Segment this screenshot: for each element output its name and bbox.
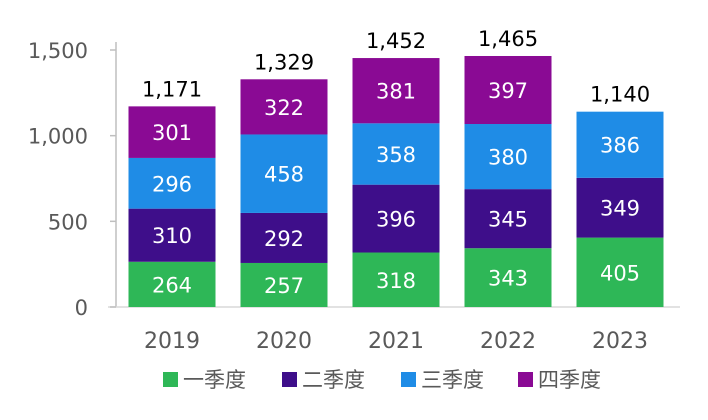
bar-segment-2022-1 <box>464 189 552 249</box>
data-label: 345 <box>488 208 528 232</box>
legend-label: 三季度 <box>421 368 484 392</box>
total-label: 1,452 <box>366 29 426 53</box>
bar-segment-2023-2 <box>576 111 664 178</box>
bar-segment-2020-0 <box>240 262 328 307</box>
x-tick-label: 2021 <box>368 329 424 354</box>
bar-segment-2023-1 <box>576 177 664 238</box>
bar-segment-2021-2 <box>352 123 440 185</box>
legend-swatch-3 <box>518 372 533 387</box>
bar-segment-2020-3 <box>240 79 328 135</box>
bar-segment-2022-0 <box>464 248 552 307</box>
data-label: 381 <box>376 80 416 104</box>
data-label: 264 <box>152 273 192 297</box>
x-tick-label: 2023 <box>592 329 648 354</box>
data-label: 292 <box>264 227 304 251</box>
x-tick-label: 2022 <box>480 329 536 354</box>
total-label: 1,465 <box>478 27 538 51</box>
total-label: 1,140 <box>590 83 650 107</box>
data-label: 349 <box>600 197 640 221</box>
bar-segment-2023-0 <box>576 237 664 307</box>
data-label: 358 <box>376 143 416 167</box>
y-tick-label: 500 <box>48 210 88 234</box>
bar-segment-2022-3 <box>464 55 552 125</box>
bar-segment-2019-0 <box>128 261 216 307</box>
data-label: 458 <box>264 163 304 187</box>
data-label: 386 <box>600 134 640 158</box>
data-label: 397 <box>488 79 528 103</box>
bar-segment-2019-3 <box>128 106 216 158</box>
data-label: 405 <box>600 261 640 285</box>
legend-swatch-2 <box>401 372 416 387</box>
data-label: 310 <box>152 224 192 248</box>
y-tick-label: 0 <box>75 296 88 320</box>
data-label: 296 <box>152 172 192 196</box>
legend-swatch-1 <box>282 372 297 387</box>
x-tick-label: 2019 <box>144 329 200 354</box>
bar-segment-2020-2 <box>240 134 328 213</box>
legend-label: 二季度 <box>302 368 365 392</box>
bar-segment-2019-1 <box>128 208 216 262</box>
bar-segment-2022-2 <box>464 124 552 190</box>
y-tick-label: 1,500 <box>28 39 88 63</box>
total-label: 1,329 <box>254 50 314 74</box>
legend-label: 一季度 <box>183 368 246 392</box>
bar-segment-2019-2 <box>128 157 216 209</box>
total-label: 1,171 <box>142 77 202 101</box>
bar-segment-2021-0 <box>352 252 440 307</box>
data-label: 380 <box>488 146 528 170</box>
legend-swatch-0 <box>163 372 178 387</box>
data-label: 257 <box>264 274 304 298</box>
legend-label: 四季度 <box>538 368 601 392</box>
data-label: 322 <box>264 96 304 120</box>
bar-segment-2021-1 <box>352 184 440 253</box>
bar-segment-2021-3 <box>352 58 440 124</box>
data-label: 301 <box>152 121 192 145</box>
x-tick-label: 2020 <box>256 329 312 354</box>
y-tick-label: 1,000 <box>28 125 88 149</box>
data-label: 343 <box>488 267 528 291</box>
bar-segment-2020-1 <box>240 212 328 263</box>
data-label: 396 <box>376 208 416 232</box>
data-label: 318 <box>376 269 416 293</box>
